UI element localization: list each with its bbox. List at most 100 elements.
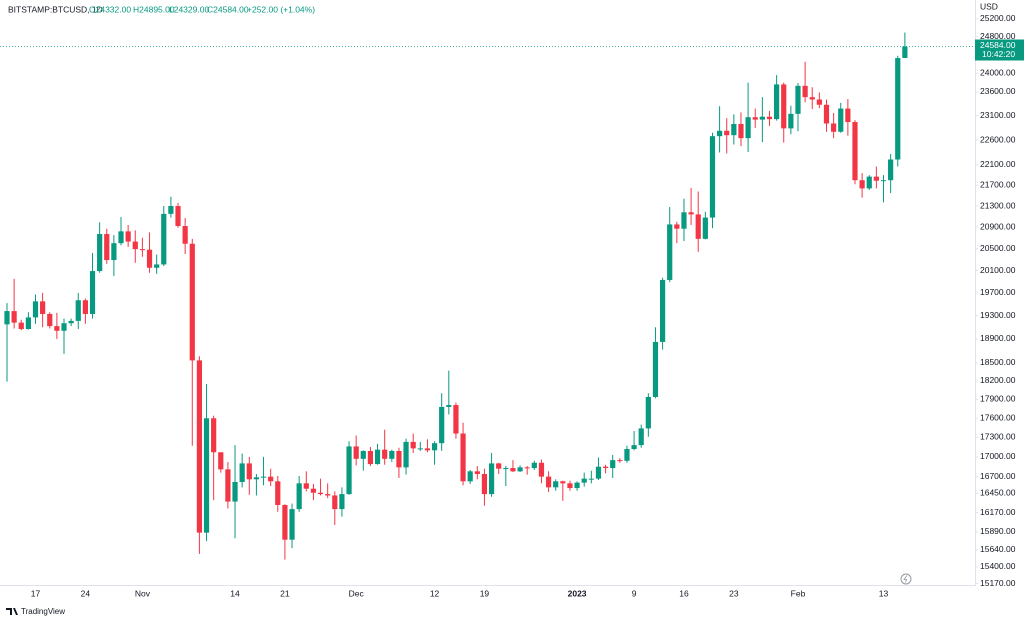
candle-body bbox=[481, 473, 488, 495]
candle bbox=[588, 470, 594, 484]
candle-body bbox=[467, 471, 473, 482]
candle-body bbox=[446, 405, 452, 407]
candle bbox=[367, 447, 374, 467]
y-tick-label: 23100.00 bbox=[980, 110, 1016, 120]
candle-body bbox=[681, 212, 687, 229]
candle-body bbox=[866, 176, 872, 189]
candle-body bbox=[688, 212, 694, 215]
candle-body bbox=[175, 206, 181, 227]
candle bbox=[374, 443, 381, 465]
candle bbox=[196, 356, 203, 554]
candle bbox=[111, 235, 117, 277]
x-tick-label: 2023 bbox=[568, 588, 587, 598]
candle bbox=[339, 487, 345, 517]
candle-body bbox=[759, 116, 765, 120]
candle bbox=[688, 187, 694, 225]
candle-body bbox=[104, 234, 110, 261]
symbol: BITSTAMP:BTCUSD, 1D bbox=[8, 4, 103, 14]
candle-body bbox=[474, 471, 480, 474]
candle bbox=[189, 238, 195, 446]
y-tick-label: 18200.00 bbox=[980, 375, 1016, 385]
candle bbox=[317, 478, 324, 496]
candle bbox=[154, 254, 160, 274]
candle bbox=[560, 480, 566, 501]
candle bbox=[831, 112, 837, 139]
candle-body bbox=[61, 323, 67, 331]
candle-body bbox=[75, 300, 81, 321]
candle bbox=[602, 464, 609, 474]
candle bbox=[325, 483, 331, 499]
currency: USD bbox=[980, 1, 998, 11]
candle bbox=[809, 87, 815, 110]
candle-body bbox=[488, 463, 495, 495]
candle-body bbox=[118, 231, 124, 244]
candle-body bbox=[275, 481, 281, 505]
candle-body bbox=[638, 428, 644, 446]
candle-body bbox=[724, 130, 730, 136]
candle-body bbox=[325, 494, 331, 496]
candle bbox=[82, 298, 88, 324]
candle bbox=[702, 211, 708, 240]
candle-body bbox=[382, 449, 388, 459]
candle bbox=[118, 217, 124, 246]
candle-body bbox=[731, 123, 737, 136]
y-tick-label: 24800.00 bbox=[980, 31, 1016, 41]
candle bbox=[268, 468, 274, 487]
candle bbox=[610, 454, 616, 478]
candle-body bbox=[367, 450, 374, 465]
candle-body bbox=[332, 495, 338, 510]
y-tick-label: 21300.00 bbox=[980, 200, 1016, 210]
countdown: 10:42:20 bbox=[982, 49, 1015, 59]
candle-body bbox=[831, 123, 837, 132]
x-tick-label: 21 bbox=[280, 588, 290, 598]
candle bbox=[631, 430, 637, 451]
candle bbox=[40, 292, 46, 328]
candle bbox=[68, 318, 74, 327]
candle bbox=[161, 206, 167, 267]
candle bbox=[488, 452, 495, 497]
candle bbox=[652, 327, 659, 399]
candle-body bbox=[702, 217, 708, 239]
candle-body bbox=[424, 448, 431, 451]
candle-body bbox=[781, 84, 787, 129]
candle-body bbox=[268, 476, 274, 482]
candle-body bbox=[54, 326, 60, 331]
candle-body bbox=[802, 85, 808, 98]
y-tick-label: 22600.00 bbox=[980, 134, 1016, 144]
candle bbox=[859, 173, 865, 198]
candle-body bbox=[346, 446, 352, 495]
candle bbox=[389, 449, 395, 463]
candle-body bbox=[4, 311, 10, 325]
candle-body bbox=[524, 467, 530, 469]
candle-body bbox=[717, 130, 723, 137]
candle bbox=[574, 481, 580, 491]
candle-body bbox=[538, 462, 545, 477]
replay-icon bbox=[900, 573, 912, 585]
candle-body bbox=[239, 463, 245, 482]
candle bbox=[738, 112, 744, 147]
candle-body bbox=[531, 462, 537, 469]
candle bbox=[403, 438, 409, 475]
candle-body bbox=[496, 463, 502, 469]
candle-body bbox=[888, 159, 894, 181]
candle bbox=[97, 222, 103, 273]
candle-body bbox=[439, 406, 445, 444]
candle-body bbox=[431, 443, 438, 451]
candle-body bbox=[652, 341, 659, 397]
candle-body bbox=[25, 317, 31, 330]
candle-body bbox=[816, 99, 822, 105]
y-tick-label: 15640.00 bbox=[980, 544, 1016, 554]
candle bbox=[360, 450, 366, 471]
candle bbox=[823, 99, 830, 132]
candle-body bbox=[774, 84, 780, 120]
candle-body bbox=[111, 243, 117, 261]
candle bbox=[788, 105, 794, 135]
candle-body bbox=[574, 482, 580, 489]
candle-body bbox=[296, 483, 302, 510]
candle-body bbox=[560, 481, 566, 484]
candle bbox=[460, 422, 466, 486]
candle-body bbox=[674, 224, 680, 229]
candle bbox=[581, 472, 587, 487]
y-tick-label: 20900.00 bbox=[980, 221, 1016, 231]
candle bbox=[346, 441, 352, 495]
